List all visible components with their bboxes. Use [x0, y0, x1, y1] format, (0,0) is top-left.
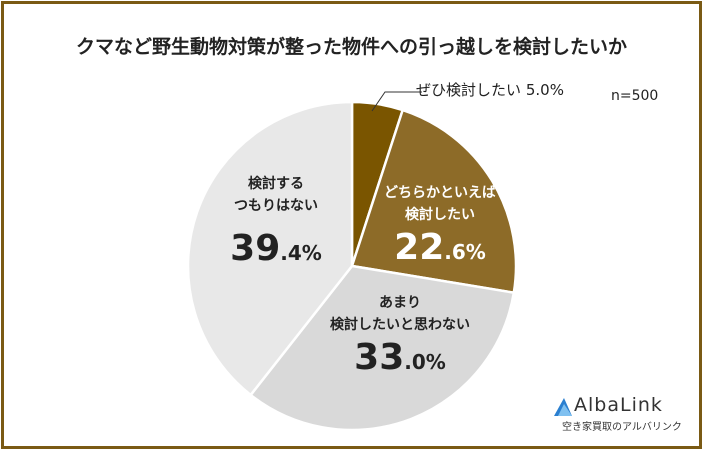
pie-slice-1: [350, 108, 518, 295]
label-slice-0: ぜひ検討したい 5.0%: [416, 81, 564, 99]
label-slice-3: 検討する つもりはない 39.4%: [230, 176, 322, 269]
label-slice-1: どちらかといえば 検討したい 22.6%: [384, 185, 496, 268]
chart-title: クマなど野生動物対策が整った物件への引っ越しを検討したいか: [75, 36, 627, 58]
logo-name: AlbaLink: [574, 394, 663, 416]
pie-slice-3: [186, 100, 354, 397]
label-slice-2: あまり 検討したいと思わない 33.0%: [330, 295, 470, 378]
pie-slice-2: [248, 264, 516, 432]
sample-size: n=500: [611, 88, 659, 104]
logo-tagline: 空き家買取のアルバリンク: [562, 422, 682, 433]
logo-mark-icon: [554, 398, 572, 416]
leader-line: [371, 91, 422, 112]
